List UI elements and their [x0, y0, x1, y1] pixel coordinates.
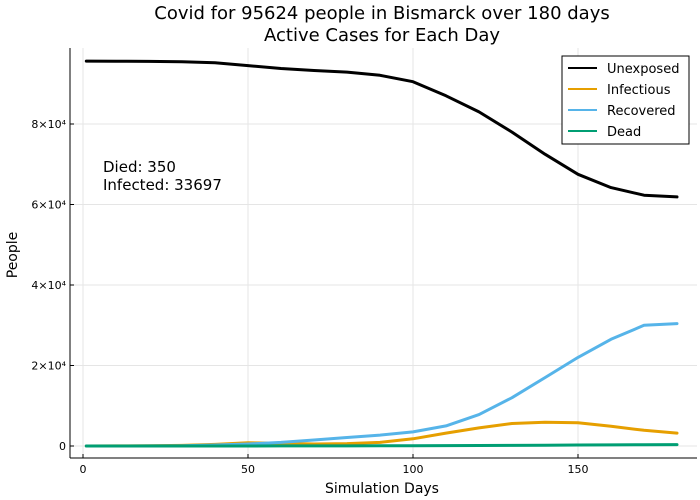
legend-box: [561, 55, 690, 145]
legend-label-dead: Dead: [607, 125, 641, 140]
x-tick-label: 150: [568, 463, 589, 476]
y-tick-label: 2×10⁴: [31, 360, 66, 373]
x-tick-label: 100: [403, 463, 424, 476]
x-tick-label: 0: [80, 463, 87, 476]
x-tick-label: 50: [241, 463, 255, 476]
y-axis-label: People: [5, 232, 21, 279]
series-line-dead: [84, 443, 679, 448]
legend-label-unexposed: Unexposed: [607, 62, 679, 77]
chart-subtitle: Active Cases for Each Day: [264, 25, 500, 46]
legend-label-recovered: Recovered: [607, 104, 676, 119]
series-line-recovered: [84, 322, 679, 448]
y-tick-label: 0: [59, 440, 66, 453]
y-tick-label: 4×10⁴: [31, 279, 66, 292]
y-tick-label: 8×10⁴: [31, 118, 66, 131]
series-layer: [84, 59, 679, 448]
annotation-infected: Infected: 33697: [103, 176, 222, 194]
chart-title: Covid for 95624 people in Bismarck over …: [154, 3, 609, 24]
legend: Unexposed Infectious Recovered Dead: [561, 55, 690, 145]
series-line-unexposed: [84, 59, 679, 199]
x-axis-label: Simulation Days: [325, 481, 439, 497]
annotation-died: Died: 350: [103, 158, 176, 176]
y-tick-label: 6×10⁴: [31, 199, 66, 212]
tick-layer: 0 50 100 150 0 2×10⁴ 4×10⁴ 6×10⁴ 8×10⁴: [31, 118, 588, 476]
legend-label-infectious: Infectious: [607, 83, 671, 98]
